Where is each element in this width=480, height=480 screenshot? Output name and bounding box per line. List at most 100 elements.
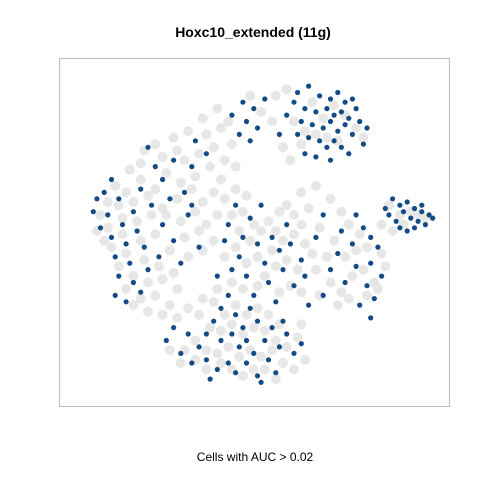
positive-cell-point [411, 225, 418, 231]
background-cell-point [299, 238, 310, 249]
background-cell-point [296, 139, 307, 150]
background-cell-point [172, 145, 183, 156]
positive-cell-point [327, 96, 334, 102]
background-cell-point [216, 174, 226, 185]
positive-cell-point [178, 350, 184, 356]
background-cell-point [226, 209, 237, 220]
background-cell-point [267, 116, 278, 127]
positive-cell-point [335, 250, 341, 257]
background-cell-point [310, 129, 321, 140]
background-cell-point [121, 187, 132, 198]
positive-cell-point [327, 267, 334, 273]
background-cell-point [325, 193, 336, 204]
positive-cell-point [196, 344, 202, 350]
background-cell-point [201, 345, 212, 356]
background-cell-point [197, 197, 208, 207]
positive-cell-point [404, 228, 410, 234]
positive-cell-point [94, 196, 100, 202]
positive-cell-point [349, 241, 355, 247]
positive-cell-point [353, 263, 359, 269]
background-cell-point [190, 171, 201, 182]
positive-cell-point [265, 357, 272, 363]
background-cell-point [201, 129, 212, 140]
background-cell-point [380, 261, 391, 272]
background-cell-point [296, 287, 307, 298]
background-cell-point [135, 235, 146, 246]
background-cell-point [351, 245, 362, 256]
background-cell-point [270, 90, 281, 101]
background-cell-point [281, 341, 292, 352]
background-cell-point [226, 277, 237, 288]
background-cell-point [190, 206, 201, 217]
background-cell-point [281, 255, 292, 265]
positive-cell-point [262, 260, 268, 266]
positive-cell-point [360, 225, 366, 231]
background-cell-point [358, 132, 369, 143]
background-cell-point [194, 309, 205, 320]
positive-cell-point [327, 118, 334, 125]
background-cell-point [117, 229, 128, 240]
positive-cell-point [335, 89, 341, 96]
positive-cell-point [397, 225, 403, 231]
background-cell-point [212, 284, 223, 294]
background-cell-point [117, 213, 128, 224]
positive-cell-point [368, 260, 374, 266]
background-cell-point [237, 206, 248, 217]
background-cell-point [358, 264, 369, 275]
positive-cell-point [357, 302, 363, 308]
positive-cell-point [116, 196, 122, 202]
background-cell-point [226, 319, 237, 330]
positive-cell-point [123, 241, 129, 247]
background-cell-point [205, 322, 216, 333]
positive-cell-point [306, 83, 312, 89]
background-cell-point [237, 370, 248, 381]
positive-cell-point [298, 118, 304, 125]
positive-cell-point [397, 202, 403, 208]
background-cell-point [248, 364, 259, 375]
background-cell-point [216, 325, 226, 336]
background-cell-point [128, 300, 139, 311]
background-cell-point [329, 235, 340, 246]
positive-cell-point [357, 118, 363, 125]
background-cell-point [230, 184, 241, 195]
background-cell-point [230, 161, 241, 172]
positive-cell-point [313, 154, 319, 160]
background-cell-point [343, 293, 354, 304]
background-cell-point [248, 322, 259, 333]
positive-cell-point [240, 99, 246, 105]
background-cell-point [329, 100, 340, 111]
positive-cell-point [353, 212, 359, 218]
positive-cell-point [302, 106, 308, 112]
positive-cell-point [306, 135, 312, 141]
background-cell-point [307, 248, 318, 259]
background-cell-point [161, 209, 172, 220]
positive-cell-point [101, 189, 107, 195]
positive-cell-point [254, 318, 261, 324]
background-cell-point [234, 351, 245, 362]
background-cell-point [153, 261, 164, 272]
background-cell-point [219, 155, 230, 166]
background-cell-point [354, 229, 365, 240]
positive-cell-point [287, 241, 293, 247]
background-cell-point [285, 155, 296, 166]
background-cell-point [212, 348, 223, 359]
background-cell-point [267, 345, 278, 356]
background-cell-point [172, 312, 183, 323]
positive-cell-point [295, 131, 301, 137]
background-cell-point [292, 332, 303, 343]
chart-title: Hoxc10_extended (11g) [175, 24, 331, 40]
background-cell-point [135, 174, 146, 185]
positive-cell-point [317, 138, 323, 144]
positive-cell-point [349, 131, 355, 137]
background-cell-point [205, 161, 216, 172]
positive-cell-point [229, 331, 235, 337]
background-cell-point [343, 219, 354, 230]
positive-cell-point [382, 205, 388, 212]
background-cell-point [157, 274, 168, 285]
background-cell-point [121, 284, 132, 294]
background-cell-point [183, 303, 194, 314]
background-cell-point [102, 222, 113, 233]
background-cell-point [208, 187, 219, 198]
background-cell-point [278, 142, 288, 153]
positive-cell-point [185, 212, 191, 218]
